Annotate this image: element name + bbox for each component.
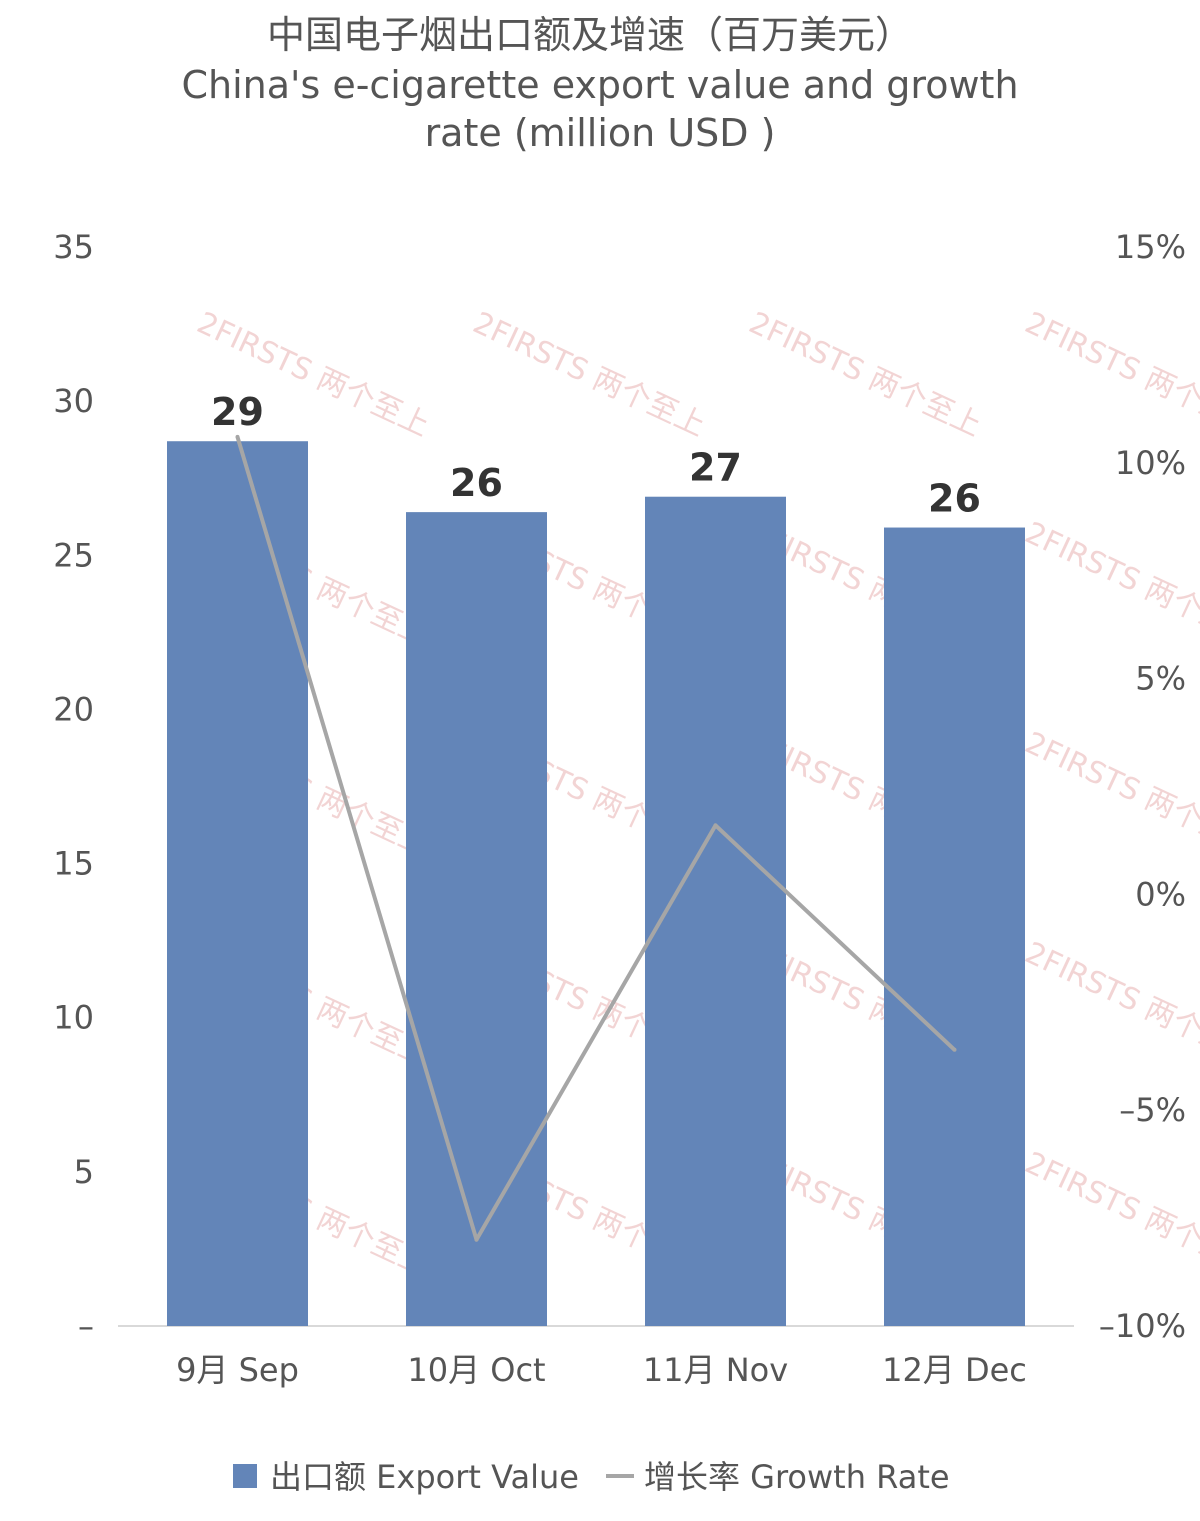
left-axis-tick-label: 20 — [53, 690, 94, 728]
watermark-text: 2FIRSTS 两个至上 — [468, 306, 711, 444]
watermark-text: 2FIRSTS 两个至上 — [1020, 936, 1200, 1074]
right-axis-tick-label: 10% — [1115, 444, 1186, 482]
watermark-text: 2FIRSTS 两个至上 — [1020, 1146, 1200, 1284]
bar — [406, 512, 547, 1326]
bar-data-label: 26 — [928, 477, 981, 521]
bar — [645, 496, 786, 1326]
bar-series — [167, 441, 1025, 1327]
right-axis-tick-label: 15% — [1115, 228, 1186, 266]
bar — [884, 527, 1025, 1326]
chart-title-line-1: 中国电子烟出口额及增速（百万美元） — [267, 13, 913, 57]
bar — [167, 441, 308, 1327]
bar-data-labels: 29 26 27 26 — [211, 390, 981, 520]
right-axis-tick-label: –10% — [1099, 1307, 1186, 1345]
right-axis-tick-label: 0% — [1135, 875, 1186, 913]
left-axis-tick-label: 30 — [53, 382, 94, 420]
left-axis-tick-label: 35 — [53, 228, 94, 266]
x-axis-tick-label: 12月 Dec — [882, 1351, 1027, 1389]
legend: 出口额 Export Value 增长率 Growth Rate — [233, 1458, 950, 1496]
growth-point — [713, 823, 718, 828]
growth-point — [235, 434, 240, 439]
left-axis-tick-label: 5 — [74, 1153, 94, 1191]
growth-line — [235, 436, 956, 1242]
bar-data-label: 27 — [689, 446, 742, 490]
left-axis-tick-label: – — [78, 1307, 94, 1345]
left-axis-tick-label: 25 — [53, 536, 94, 574]
x-axis-tick-label: 11月 Nov — [643, 1351, 788, 1389]
x-axis-tick-label: 10月 Oct — [407, 1351, 545, 1389]
bar-data-label: 26 — [450, 461, 503, 505]
bar-data-label: 29 — [211, 390, 264, 434]
x-axis-ticks: 9月 Sep 10月 Oct 11月 Nov 12月 Dec — [176, 1351, 1027, 1389]
right-axis-ticks: –10% –5% 0% 5% 10% 15% — [1099, 228, 1186, 1345]
x-axis-tick-label: 9月 Sep — [176, 1351, 299, 1389]
right-axis-tick-label: 5% — [1135, 660, 1186, 698]
watermark-text: 2FIRSTS 两个至上 — [744, 306, 987, 444]
legend-bar-label: 出口额 Export Value — [270, 1458, 579, 1496]
chart-title-line-2: China's e-cigarette export value and gro… — [181, 63, 1018, 107]
left-axis-ticks: – 5 10 15 20 25 30 35 — [53, 228, 94, 1345]
growth-point — [474, 1237, 479, 1242]
watermark-text: 2FIRSTS 两个至上 — [1020, 726, 1200, 864]
growth-point — [952, 1047, 957, 1052]
watermark-text: 2FIRSTS 两个至上 — [1020, 516, 1200, 654]
legend-bar-swatch — [233, 1464, 257, 1488]
watermark-text: 2FIRSTS 两个至上 — [1020, 306, 1200, 444]
left-axis-tick-label: 15 — [53, 845, 94, 883]
right-axis-tick-label: –5% — [1119, 1091, 1186, 1129]
legend-line-label: 增长率 Growth Rate — [644, 1458, 950, 1496]
left-axis-tick-label: 10 — [53, 999, 94, 1037]
growth-line-series — [235, 434, 957, 1242]
chart-title-line-3: rate (million USD ) — [425, 111, 776, 155]
